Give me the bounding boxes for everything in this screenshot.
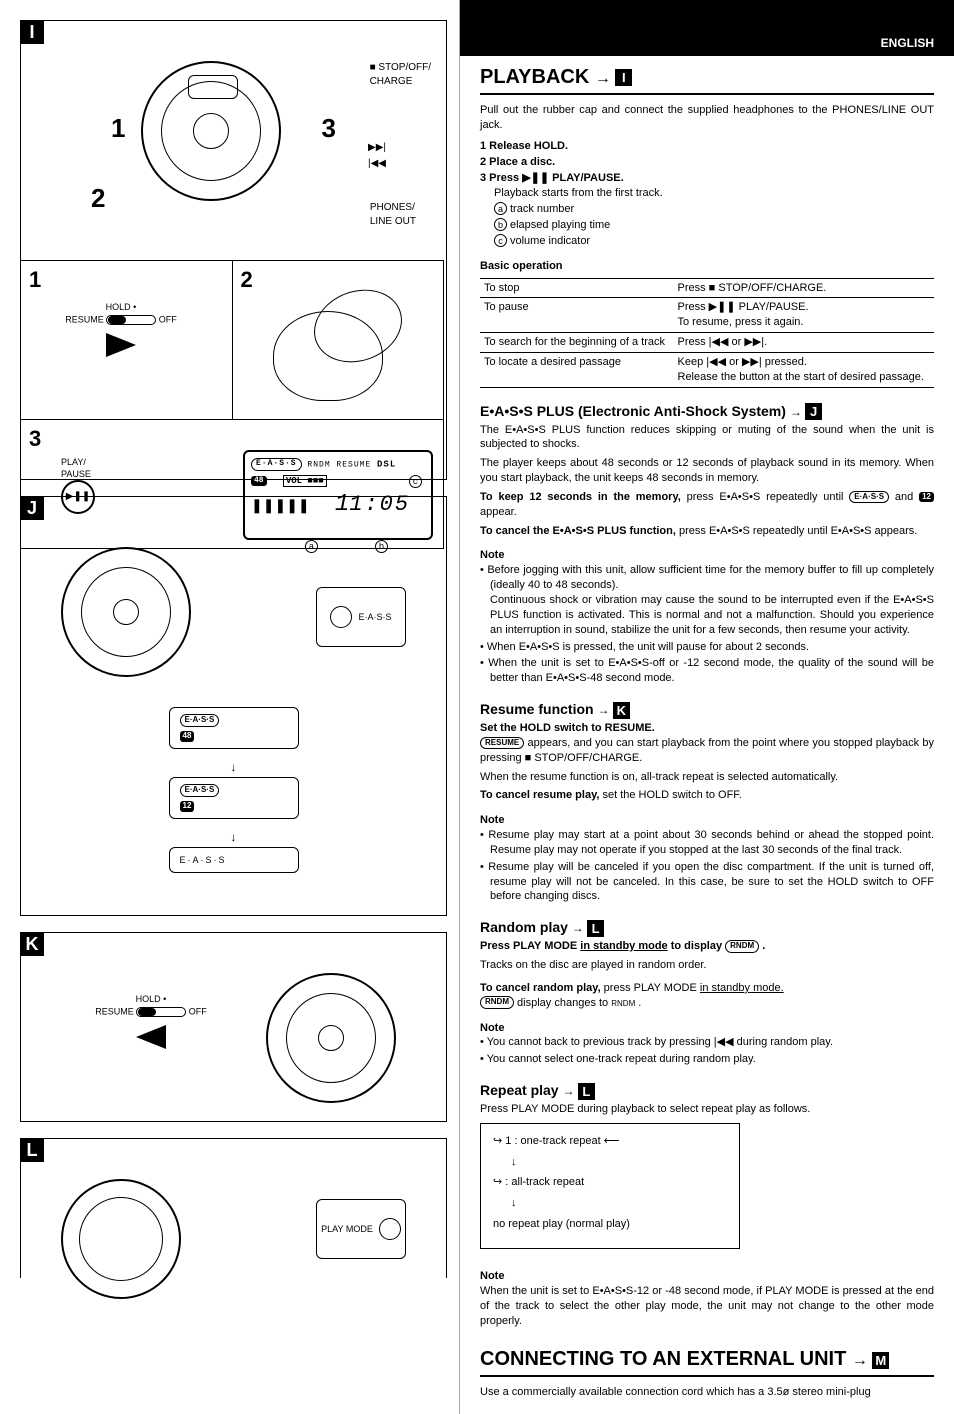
diagram-L-label: L xyxy=(20,1138,44,1162)
resume-badge: RESUME xyxy=(480,737,524,750)
eass-notes: Before jogging with this unit, allow suf… xyxy=(480,563,934,686)
arrow-down-icon: ↓ xyxy=(41,759,426,775)
diagram-J: J E·A·S·S E·A·S·S 48 ↓ E·A·S·S xyxy=(20,496,447,916)
callout-stopoff: ■ STOP/OFF/ CHARGE xyxy=(370,61,431,88)
prev-icon: |◀◀ xyxy=(368,157,386,171)
step-2-cell: 2 xyxy=(232,260,445,420)
callout-1: 1 xyxy=(111,111,125,146)
eass-button-diagram: E·A·S·S xyxy=(316,587,406,647)
callout-2: 2 xyxy=(91,181,105,216)
arrow-left-icon xyxy=(136,1025,166,1049)
rndm-badge: RNDM xyxy=(725,940,759,953)
connect-cutoff: Use a commercially available connection … xyxy=(480,1385,934,1400)
playback-title: PLAYBACK → I xyxy=(480,64,934,95)
arrow-right-icon xyxy=(106,333,136,357)
twelve-badge: 12 xyxy=(919,492,934,503)
callout-3: 3 xyxy=(322,111,336,146)
resume-title: Resume function → K xyxy=(480,700,934,719)
random-notes: You cannot back to previous track by pre… xyxy=(480,1035,934,1067)
eass-state-12: E·A·S·S 12 xyxy=(169,777,299,819)
eass-title: E•A•S•S PLUS (Electronic Anti-Shock Syst… xyxy=(480,402,934,421)
playback-steps: 1 Release HOLD. 2 Place a disc. 3 Press … xyxy=(480,139,934,249)
connect-title: CONNECTING TO AN EXTERNAL UNIT → M xyxy=(480,1346,934,1377)
repeat-cycle-box: ↪ 1 : one-track repeat ⟵ ↓ ↪ : all-track… xyxy=(480,1123,740,1249)
resume-notes: Resume play may start at a point about 3… xyxy=(480,828,934,904)
eass-state-off: E·A·S·S xyxy=(169,847,299,873)
basic-op-heading: Basic operation xyxy=(480,259,934,274)
playback-intro: Pull out the rubber cap and connect the … xyxy=(480,103,934,133)
step-1-cell: 1 HOLD • RESUME OFF xyxy=(20,260,233,420)
text-column: ENGLISH PLAYBACK → I Pull out the rubber… xyxy=(460,0,954,1414)
diagram-I: I 1 2 3 ■ STOP/OFF/ CHARGE ▶▶| |◀◀ PHONE… xyxy=(20,20,447,480)
diagram-K-label: K xyxy=(20,932,44,956)
eass-state-48: E·A·S·S 48 xyxy=(169,707,299,749)
next-icon: ▶▶| xyxy=(368,141,386,155)
diagram-K: K HOLD • RESUME OFF xyxy=(20,932,447,1122)
diagram-J-label: J xyxy=(20,496,44,520)
playmode-button-diagram: PLAY MODE xyxy=(316,1199,406,1259)
basic-op-table: To stopPress ■ STOP/OFF/CHARGE. To pause… xyxy=(480,278,934,388)
language-label: ENGLISH xyxy=(460,30,954,56)
arrow-down-icon: ↓ xyxy=(41,829,426,845)
callout-phones: PHONES/ LINE OUT xyxy=(370,201,416,228)
eass-badge: E·A·S·S xyxy=(849,491,889,504)
header-black-bar xyxy=(460,0,954,30)
diagram-L: L PLAY MODE xyxy=(20,1138,447,1278)
diagrams-column: I 1 2 3 ■ STOP/OFF/ CHARGE ▶▶| |◀◀ PHONE… xyxy=(0,0,460,1414)
repeat-title: Repeat play → L xyxy=(480,1081,934,1100)
random-title: Random play → L xyxy=(480,918,934,937)
